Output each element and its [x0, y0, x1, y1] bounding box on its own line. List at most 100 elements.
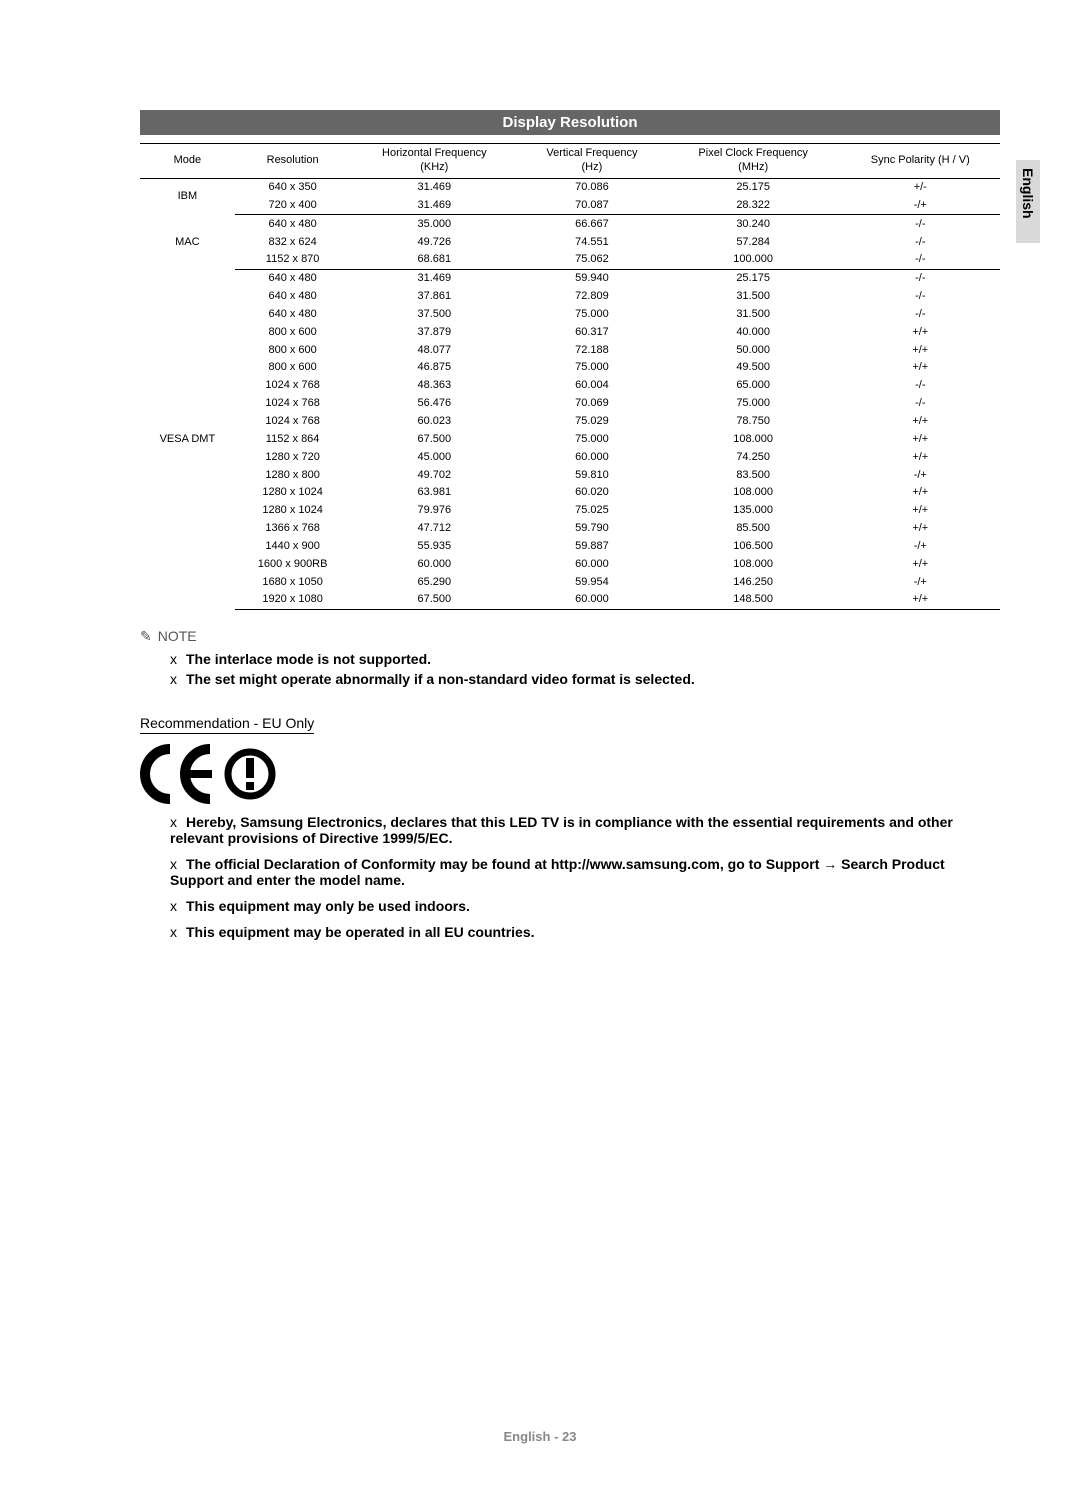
table-cell: 35.000	[350, 215, 518, 233]
table-row: 1680 x 105065.29059.954146.250-/+	[140, 573, 1000, 591]
table-cell: 70.087	[518, 196, 666, 214]
table-row: 1024 x 76856.47670.06975.000-/-	[140, 395, 1000, 413]
table-cell: 49.726	[350, 233, 518, 251]
table-cell: 48.363	[350, 377, 518, 395]
note-item: xThe interlace mode is not supported.	[170, 651, 1000, 667]
table-row: IBM640 x 35031.46970.08625.175+/-	[140, 178, 1000, 196]
note-icon: ✎	[140, 628, 152, 644]
note-block: ✎NOTE xThe interlace mode is not support…	[140, 628, 1000, 687]
table-cell: 65.000	[666, 377, 841, 395]
table-cell: 832 x 624	[235, 233, 351, 251]
table-row: 1152 x 86467.50075.000108.000+/+	[140, 430, 1000, 448]
table-cell: +/+	[841, 430, 1000, 448]
table-cell: 67.500	[350, 591, 518, 609]
table-cell: 800 x 600	[235, 323, 351, 341]
table-row: 800 x 60046.87575.00049.500+/+	[140, 359, 1000, 377]
table-cell: 108.000	[666, 484, 841, 502]
table-cell: 31.469	[350, 196, 518, 214]
table-cell: 1152 x 870	[235, 251, 351, 269]
language-tab: English	[1016, 160, 1040, 243]
mode-cell: MAC	[140, 215, 235, 270]
table-row: 832 x 62449.72674.55157.284-/-	[140, 233, 1000, 251]
table-row: 1280 x 80049.70259.81083.500-/+	[140, 466, 1000, 484]
table-cell: +/+	[841, 484, 1000, 502]
table-row: 1920 x 108067.50060.000148.500+/+	[140, 591, 1000, 609]
mode-cell: IBM	[140, 178, 235, 215]
table-cell: -/-	[841, 288, 1000, 306]
table-cell: 50.000	[666, 341, 841, 359]
table-cell: 70.086	[518, 178, 666, 196]
table-cell: 57.284	[666, 233, 841, 251]
table-row: VESA DMT640 x 48031.46959.94025.175-/-	[140, 269, 1000, 287]
table-cell: 47.712	[350, 520, 518, 538]
table-cell: 48.077	[350, 341, 518, 359]
table-cell: 75.029	[518, 412, 666, 430]
table-cell: -/-	[841, 377, 1000, 395]
table-row: 800 x 60037.87960.31740.000+/+	[140, 323, 1000, 341]
table-cell: 1024 x 768	[235, 377, 351, 395]
table-cell: -/+	[841, 466, 1000, 484]
note-item: xThe set might operate abnormally if a n…	[170, 671, 1000, 687]
table-cell: 146.250	[666, 573, 841, 591]
table-row: 800 x 60048.07772.18850.000+/+	[140, 341, 1000, 359]
table-cell: +/+	[841, 591, 1000, 609]
table-cell: 135.000	[666, 502, 841, 520]
table-cell: 75.000	[518, 430, 666, 448]
table-cell: 1280 x 720	[235, 448, 351, 466]
table-cell: 1366 x 768	[235, 520, 351, 538]
mode-cell: VESA DMT	[140, 269, 235, 609]
table-cell: 60.023	[350, 412, 518, 430]
table-cell: 31.469	[350, 178, 518, 196]
table-cell: 108.000	[666, 430, 841, 448]
table-cell: 640 x 480	[235, 215, 351, 233]
table-cell: 1440 x 900	[235, 537, 351, 555]
table-cell: 75.062	[518, 251, 666, 269]
table-cell: +/+	[841, 502, 1000, 520]
table-row: 1280 x 102479.97675.025135.000+/+	[140, 502, 1000, 520]
table-column-header: Mode	[140, 144, 235, 179]
table-cell: 72.809	[518, 288, 666, 306]
table-cell: 640 x 480	[235, 305, 351, 323]
table-row: 720 x 40031.46970.08728.322-/+	[140, 196, 1000, 214]
table-column-header: Sync Polarity (H / V)	[841, 144, 1000, 179]
table-cell: 65.290	[350, 573, 518, 591]
recommendation-item: xThis equipment may be operated in all E…	[170, 924, 1000, 940]
table-cell: 40.000	[666, 323, 841, 341]
table-cell: 1024 x 768	[235, 412, 351, 430]
recommendation-item: xHereby, Samsung Electronics, declares t…	[170, 814, 1000, 846]
table-cell: 60.000	[350, 555, 518, 573]
table-cell: 640 x 480	[235, 288, 351, 306]
table-cell: +/+	[841, 359, 1000, 377]
table-cell: 75.000	[666, 395, 841, 413]
table-cell: 1680 x 1050	[235, 573, 351, 591]
table-cell: 800 x 600	[235, 359, 351, 377]
table-cell: 37.879	[350, 323, 518, 341]
table-cell: 60.317	[518, 323, 666, 341]
table-cell: +/+	[841, 520, 1000, 538]
table-cell: 106.500	[666, 537, 841, 555]
section-title: Display Resolution	[140, 110, 1000, 135]
table-cell: -/-	[841, 305, 1000, 323]
table-cell: -/+	[841, 573, 1000, 591]
table-cell: +/+	[841, 341, 1000, 359]
table-cell: 1024 x 768	[235, 395, 351, 413]
table-cell: 59.954	[518, 573, 666, 591]
table-cell: -/+	[841, 196, 1000, 214]
table-cell: 720 x 400	[235, 196, 351, 214]
table-cell: 74.250	[666, 448, 841, 466]
table-cell: -/-	[841, 269, 1000, 287]
table-row: 1280 x 102463.98160.020108.000+/+	[140, 484, 1000, 502]
table-cell: -/-	[841, 251, 1000, 269]
table-cell: 60.000	[518, 448, 666, 466]
table-header: ModeResolutionHorizontal Frequency(KHz)V…	[140, 144, 1000, 179]
table-cell: 108.000	[666, 555, 841, 573]
table-cell: 74.551	[518, 233, 666, 251]
table-cell: 63.981	[350, 484, 518, 502]
table-cell: 37.500	[350, 305, 518, 323]
table-cell: 30.240	[666, 215, 841, 233]
table-cell: 70.069	[518, 395, 666, 413]
table-cell: 1152 x 864	[235, 430, 351, 448]
table-cell: -/-	[841, 215, 1000, 233]
table-cell: 83.500	[666, 466, 841, 484]
table-cell: +/+	[841, 323, 1000, 341]
